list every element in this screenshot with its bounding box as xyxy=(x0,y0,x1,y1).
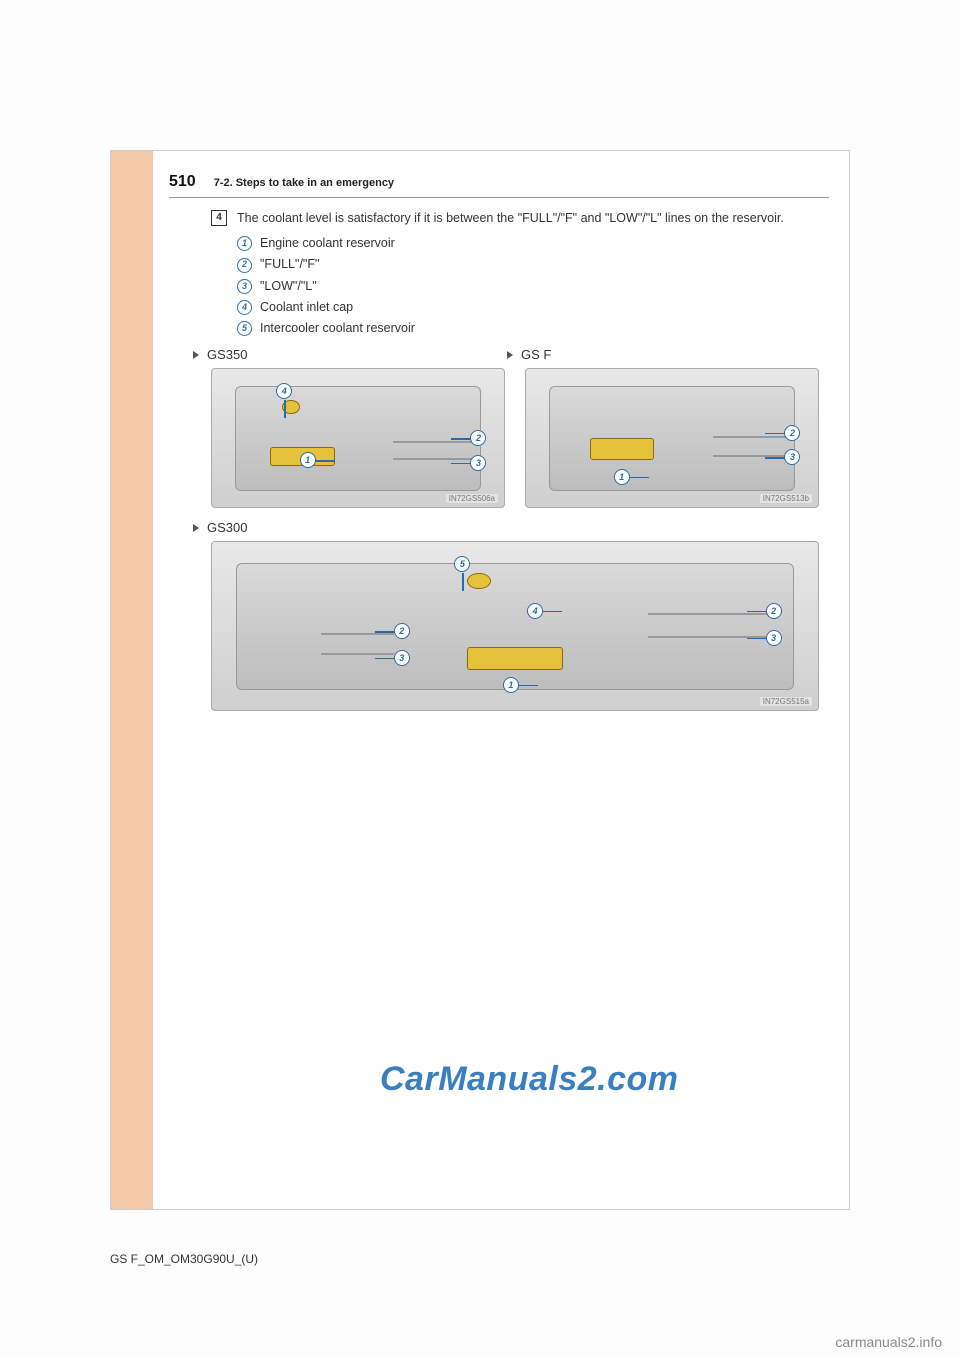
low-line xyxy=(393,458,481,460)
triangle-icon xyxy=(193,524,199,532)
legend-item: 5 Intercooler coolant reservoir xyxy=(237,318,819,339)
model-heading-gs300: GS300 xyxy=(193,520,819,535)
model-gsf: GS F 1 2 3 IN72GS513b xyxy=(525,347,819,508)
intercooler-cap xyxy=(467,573,491,590)
reservoir-center xyxy=(467,647,564,671)
diagram-gs350: 1 2 3 4 IN72GS506a xyxy=(211,368,505,508)
page-header: 510 7-2. Steps to take in an emergency xyxy=(169,173,829,198)
engine-shape xyxy=(235,386,480,491)
model-label: GS350 xyxy=(207,347,247,362)
engine-shape xyxy=(236,563,794,691)
diagram-gsf: 1 2 3 IN72GS513b xyxy=(525,368,819,508)
step-row: 4 The coolant level is satisfactory if i… xyxy=(211,209,819,227)
diagram-id: IN72GS515a xyxy=(760,697,812,706)
watermark: CarManuals2.com xyxy=(380,1060,679,1099)
callout-2: 2 xyxy=(766,603,782,619)
callout-3: 3 xyxy=(784,449,800,465)
page-inner: 510 7-2. Steps to take in an emergency 4… xyxy=(110,150,850,1210)
full-line xyxy=(648,613,769,615)
callout-3: 3 xyxy=(470,455,486,471)
legend-item: 4 Coolant inlet cap xyxy=(237,297,819,318)
engine-shape xyxy=(549,386,794,491)
triangle-icon xyxy=(507,351,513,359)
triangle-icon xyxy=(193,351,199,359)
model-label: GS300 xyxy=(207,520,247,535)
legend-circle-5: 5 xyxy=(237,321,252,336)
legend-list: 1 Engine coolant reservoir 2 "FULL"/"F" … xyxy=(237,233,819,339)
legend-circle-4: 4 xyxy=(237,300,252,315)
model-heading-gsf: GS F xyxy=(507,347,819,362)
legend-label: "LOW"/"L" xyxy=(260,276,317,297)
callout-3: 3 xyxy=(394,650,410,666)
diagram-id: IN72GS506a xyxy=(446,494,498,503)
callout-1: 1 xyxy=(300,452,316,468)
callout-1: 1 xyxy=(614,469,630,485)
full-line xyxy=(713,436,795,438)
callout-1: 1 xyxy=(503,677,519,693)
model-gs350: GS350 1 2 3 4 IN72GS506a xyxy=(211,347,505,508)
diagram-gs300: 2 3 5 4 1 2 3 IN72GS515a xyxy=(211,541,819,711)
step-text: The coolant level is satisfactory if it … xyxy=(237,209,819,227)
model-row-top: GS350 1 2 3 4 IN72GS506a xyxy=(211,347,819,508)
callout-3: 3 xyxy=(766,630,782,646)
diagram-id: IN72GS513b xyxy=(760,494,812,503)
legend-item: 1 Engine coolant reservoir xyxy=(237,233,819,254)
model-heading-gs350: GS350 xyxy=(193,347,505,362)
model-gs300-block: GS300 2 3 5 4 1 xyxy=(211,520,819,711)
callout-4: 4 xyxy=(527,603,543,619)
content: 4 The coolant level is satisfactory if i… xyxy=(211,209,819,711)
legend-circle-3: 3 xyxy=(237,279,252,294)
callout-2: 2 xyxy=(470,430,486,446)
callout-2: 2 xyxy=(394,623,410,639)
full-line xyxy=(393,441,481,443)
legend-item: 3 "LOW"/"L" xyxy=(237,276,819,297)
legend-label: "FULL"/"F" xyxy=(260,254,319,275)
footer-link: carmanuals2.info xyxy=(835,1334,942,1350)
step-number-box: 4 xyxy=(211,210,227,226)
legend-circle-1: 1 xyxy=(237,236,252,251)
legend-circle-2: 2 xyxy=(237,258,252,273)
section-title: 7-2. Steps to take in an emergency xyxy=(214,177,394,189)
callout-2: 2 xyxy=(784,425,800,441)
page-outer: 510 7-2. Steps to take in an emergency 4… xyxy=(0,0,960,1358)
left-accent xyxy=(111,151,153,1209)
page-number: 510 xyxy=(169,173,196,191)
legend-label: Engine coolant reservoir xyxy=(260,233,395,254)
legend-label: Intercooler coolant reservoir xyxy=(260,318,415,339)
model-label: GS F xyxy=(521,347,551,362)
legend-label: Coolant inlet cap xyxy=(260,297,353,318)
doc-code: GS F_OM_OM30G90U_(U) xyxy=(110,1252,258,1266)
full-line xyxy=(321,633,394,635)
legend-item: 2 "FULL"/"F" xyxy=(237,254,819,275)
low-line xyxy=(321,653,394,655)
reservoir xyxy=(590,438,654,460)
